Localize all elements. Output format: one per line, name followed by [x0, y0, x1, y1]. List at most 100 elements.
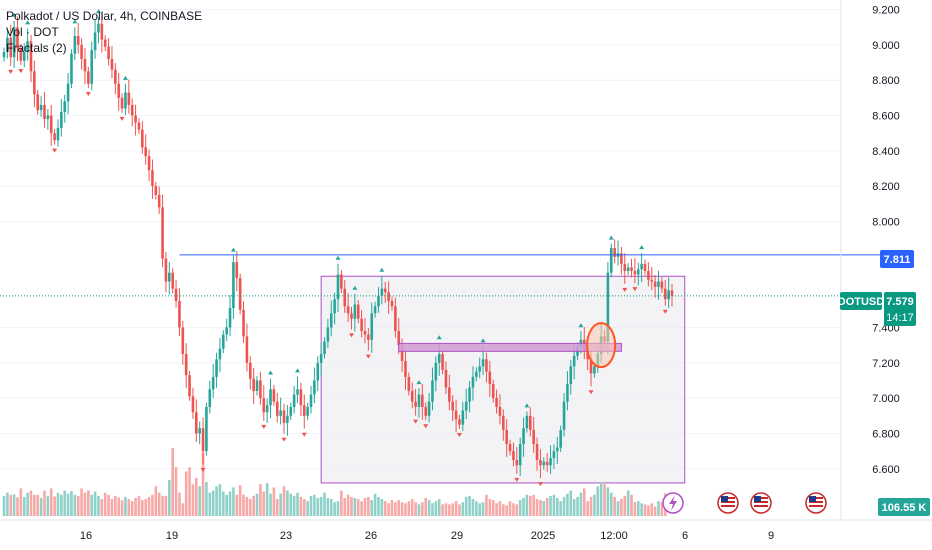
- candle-body: [302, 405, 306, 416]
- volume-bar: [630, 494, 633, 516]
- candle-body: [97, 23, 100, 33]
- candle-body: [478, 366, 481, 372]
- candle-body: [572, 355, 576, 367]
- volume-bar: [491, 500, 495, 516]
- candle-body: [141, 129, 144, 148]
- volume-bar: [306, 501, 309, 516]
- candle-body: [53, 133, 56, 141]
- volume-bar: [495, 503, 498, 516]
- volume-bar: [529, 495, 532, 516]
- volume-bar: [215, 486, 218, 516]
- us-flag-event-icon[interactable]: [717, 492, 739, 514]
- candle-body: [549, 458, 552, 466]
- candle-body: [184, 353, 188, 376]
- volume-bar: [660, 502, 664, 516]
- candle-body: [336, 274, 340, 300]
- volume-bar: [178, 492, 181, 516]
- volume-bar: [242, 494, 245, 516]
- symbol-tag-label: DOTUSD: [838, 296, 885, 308]
- volume-bar: [171, 448, 174, 516]
- volume-bar: [262, 491, 266, 516]
- candle-body: [640, 263, 643, 270]
- candle-body: [19, 48, 23, 61]
- volume-bar: [218, 484, 222, 516]
- volume-bar: [444, 503, 448, 516]
- volume-bar: [383, 501, 387, 516]
- candle-body: [221, 334, 225, 349]
- chart-legend[interactable]: Polkadot / US Dollar, 4h, COINBASE Vol ·…: [6, 8, 202, 56]
- volume-bar: [464, 496, 468, 516]
- volume-bar: [134, 497, 137, 516]
- candle-body: [545, 461, 549, 466]
- candle-body: [218, 348, 222, 360]
- candle-body: [205, 406, 208, 452]
- volume-bar: [525, 494, 529, 516]
- volume-bar: [427, 500, 431, 516]
- us-flag-event-icon[interactable]: [805, 492, 827, 514]
- candle-body: [238, 278, 242, 310]
- candle-body: [319, 353, 323, 363]
- candle-body: [313, 380, 316, 395]
- candle-body: [107, 46, 110, 59]
- time-label: 12:00: [600, 530, 628, 542]
- candle-body: [387, 292, 390, 301]
- candle-body: [323, 341, 326, 354]
- volume-bar: [576, 496, 579, 516]
- candle-body: [56, 127, 60, 141]
- volume-bar: [2, 495, 6, 516]
- volume-bar: [390, 500, 394, 516]
- candle-body: [282, 410, 286, 423]
- candle-body: [633, 270, 637, 275]
- price-tick-label: 9.200: [872, 5, 900, 17]
- volume-bar: [279, 493, 282, 516]
- candle-body: [127, 92, 131, 105]
- fractal-down-marker: [8, 69, 14, 74]
- volume-indicator-label[interactable]: Vol · DOT: [6, 25, 59, 39]
- volume-bar: [640, 503, 643, 516]
- candle-body: [657, 281, 660, 287]
- volume-bar: [505, 505, 508, 516]
- volume-bar: [195, 477, 198, 516]
- fractal-down-marker: [85, 92, 91, 97]
- candle-body: [363, 331, 367, 335]
- volume-bar: [144, 499, 147, 516]
- candle-body: [424, 406, 428, 416]
- volume-bar: [596, 486, 600, 516]
- volume-bar: [87, 490, 90, 516]
- fractal-up-marker: [295, 368, 301, 373]
- candle-body: [73, 36, 77, 54]
- candle-body: [161, 207, 164, 259]
- volume-bar: [582, 488, 586, 516]
- price-tick-label: 8.000: [872, 217, 900, 229]
- volume-bar: [225, 494, 228, 516]
- volume-bar: [127, 499, 131, 516]
- volume-bar: [120, 500, 124, 516]
- volume-bar: [188, 467, 191, 516]
- volume-bar: [157, 492, 161, 516]
- candle-body: [525, 415, 529, 429]
- time-label: 26: [365, 530, 377, 542]
- lightning-event-icon[interactable]: [662, 492, 684, 514]
- volume-bar: [22, 496, 26, 516]
- volume-bar: [566, 493, 569, 516]
- volume-bar: [633, 502, 637, 516]
- volume-bar: [542, 501, 546, 516]
- candle-body: [168, 272, 171, 282]
- volume-bar: [502, 504, 505, 516]
- volume-bar: [650, 503, 654, 516]
- volume-bar: [478, 503, 481, 516]
- volume-bar: [367, 496, 370, 516]
- candle-body: [259, 380, 262, 399]
- fractals-indicator-label[interactable]: Fractals (2): [6, 41, 67, 55]
- volume-bar: [475, 501, 478, 516]
- volume-layer: [2, 448, 667, 516]
- volume-bar: [191, 484, 195, 516]
- time-axis[interactable]: 16 19 23 26 29 2025 12:00 6 9: [0, 519, 932, 542]
- volume-bar: [282, 486, 286, 516]
- volume-bar: [609, 492, 613, 516]
- us-flag-event-icon[interactable]: [750, 492, 772, 514]
- symbol-title[interactable]: Polkadot / US Dollar, 4h, COINBASE: [6, 9, 203, 23]
- candle-body: [144, 147, 147, 157]
- candle-body: [636, 269, 640, 275]
